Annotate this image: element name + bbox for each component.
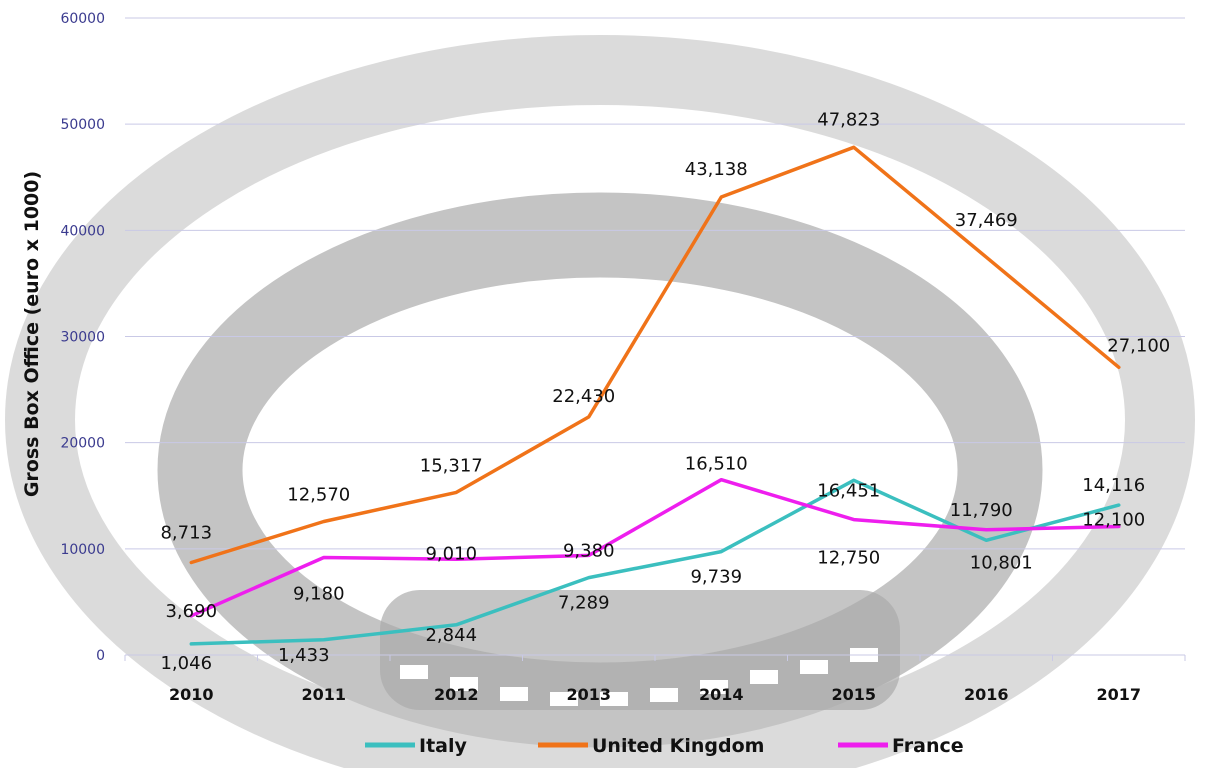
data-label: 12,100	[1082, 510, 1145, 531]
y-axis-ticks: 0 10000 20000 30000 40000 50000 60000	[60, 11, 105, 664]
data-label: 1,433	[278, 645, 330, 666]
data-label: 3,690	[165, 601, 217, 622]
data-label: 11,790	[950, 500, 1013, 521]
y-tick-label: 60000	[60, 11, 105, 27]
x-tick-label: 2014	[699, 685, 744, 704]
x-tick-label: 2011	[301, 685, 346, 704]
data-labels: 1,046 1,433 2,844 7,289 9,739 16,451 10,801 14,…	[160, 109, 1170, 674]
gridlines	[125, 17, 1185, 550]
legend-label: Italy	[419, 735, 467, 757]
legend-label: France	[892, 735, 964, 757]
data-label: 43,138	[685, 159, 748, 180]
series-line-france	[189, 477, 1121, 618]
series-group	[189, 145, 1121, 646]
data-label: 1,046	[160, 653, 212, 674]
y-axis-label: Gross Box Office (euro x 1000)	[21, 171, 43, 497]
data-label: 47,823	[817, 109, 880, 130]
data-label: 15,317	[420, 455, 483, 476]
legend-item-france: France	[838, 735, 964, 757]
data-label: 9,010	[425, 543, 477, 564]
x-tick-label: 2015	[831, 685, 876, 704]
data-label: 10,801	[970, 552, 1033, 573]
data-label: 37,469	[955, 210, 1018, 231]
x-tick-label: 2010	[169, 685, 214, 704]
data-label: 12,570	[287, 485, 350, 506]
y-tick-label: 20000	[60, 436, 105, 452]
x-tick-label: 2016	[964, 685, 1009, 704]
y-tick-label: 10000	[60, 542, 105, 558]
x-tick-label: 2017	[1096, 685, 1141, 704]
series-line-united-kingdom	[189, 145, 1121, 565]
y-tick-label: 40000	[60, 223, 105, 239]
data-label: 12,750	[817, 548, 880, 569]
x-tick-label: 2013	[566, 685, 611, 704]
y-tick-label: 50000	[60, 117, 105, 133]
x-axis-ticks: 2010 2011 2012 2013 2014 2015 2016 2017	[124, 655, 1186, 704]
legend-label: United Kingdom	[592, 735, 764, 757]
data-label: 2,844	[425, 625, 477, 646]
legend-item-united-kingdom: United Kingdom	[538, 735, 764, 757]
data-label: 16,510	[685, 454, 748, 475]
background-watermark	[5, 35, 1195, 768]
data-label: 9,180	[293, 584, 345, 605]
x-tick-label: 2012	[434, 685, 479, 704]
legend-item-italy: Italy	[365, 735, 467, 757]
data-label: 16,451	[817, 480, 880, 501]
data-label: 9,380	[563, 540, 615, 561]
series-line-italy	[189, 478, 1121, 646]
data-label: 14,116	[1082, 475, 1145, 496]
data-label: 9,739	[690, 567, 742, 588]
data-label: 22,430	[552, 386, 615, 407]
legend: Italy United Kingdom France	[365, 735, 964, 757]
data-label: 7,289	[558, 593, 610, 614]
y-tick-label: 30000	[60, 330, 105, 346]
data-label: 27,100	[1107, 335, 1170, 356]
data-label: 8,713	[160, 522, 212, 543]
y-tick-label: 0	[96, 648, 105, 664]
